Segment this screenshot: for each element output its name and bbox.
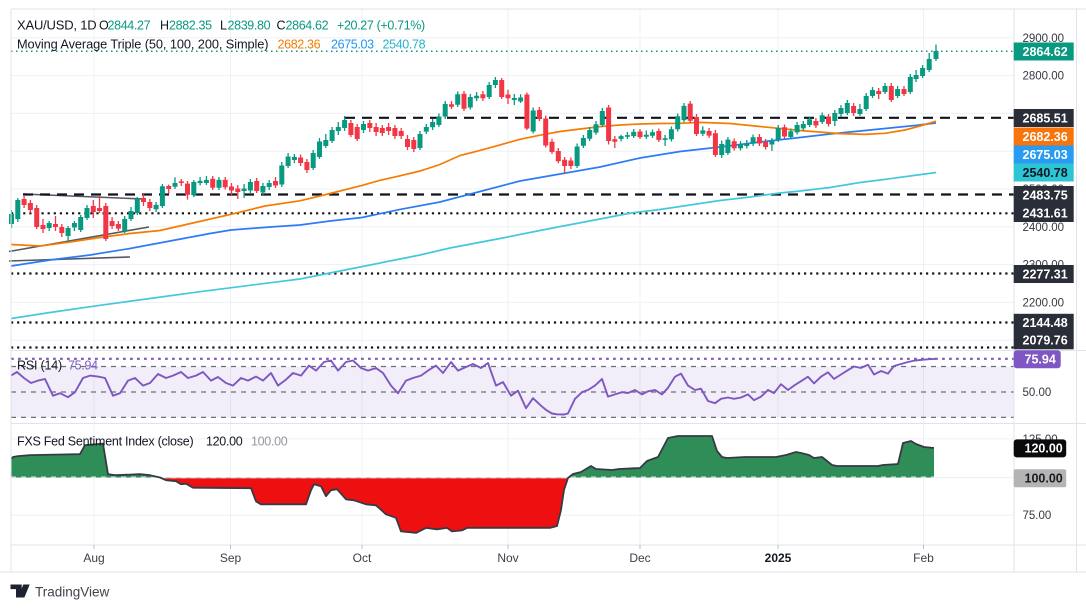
svg-text:75.94: 75.94 <box>68 359 98 373</box>
svg-text:2839.80: 2839.80 <box>228 19 271 33</box>
svg-text:2025: 2025 <box>765 551 792 565</box>
svg-text:2540.78: 2540.78 <box>383 38 426 52</box>
svg-text:2882.35: 2882.35 <box>169 19 212 33</box>
svg-text:TradingView: TradingView <box>35 585 110 600</box>
svg-text:2682.36: 2682.36 <box>278 38 321 52</box>
svg-text:2431.61: 2431.61 <box>1023 206 1068 220</box>
svg-text:2400.00: 2400.00 <box>1023 222 1065 234</box>
svg-text:Moving Average Triple (50, 100: Moving Average Triple (50, 100, 200, Sim… <box>17 37 268 52</box>
svg-text:2682.36: 2682.36 <box>1023 130 1068 144</box>
svg-text:XAU/USD, 1D: XAU/USD, 1D <box>17 18 96 33</box>
svg-text:Oct: Oct <box>353 551 372 565</box>
svg-text:+20.27 (+0.71%): +20.27 (+0.71%) <box>337 19 425 33</box>
svg-text:Aug: Aug <box>83 551 104 565</box>
svg-text:O: O <box>99 19 109 33</box>
svg-text:75.00: 75.00 <box>1023 510 1052 522</box>
svg-text:120.00: 120.00 <box>206 435 243 449</box>
svg-text:75.94: 75.94 <box>1025 353 1056 367</box>
svg-text:50.00: 50.00 <box>1023 387 1052 399</box>
svg-text:2200.00: 2200.00 <box>1023 297 1065 309</box>
svg-text:2675.03: 2675.03 <box>1023 148 1068 162</box>
svg-text:C: C <box>277 19 286 33</box>
svg-text:Dec: Dec <box>629 551 650 565</box>
svg-text:2900.00: 2900.00 <box>1023 33 1065 45</box>
svg-text:2844.27: 2844.27 <box>108 19 151 33</box>
svg-text:2864.62: 2864.62 <box>286 19 329 33</box>
svg-text:2800.00: 2800.00 <box>1023 71 1065 83</box>
svg-text:FXS Fed Sentiment Index (close: FXS Fed Sentiment Index (close) <box>17 435 193 449</box>
svg-text:2144.48: 2144.48 <box>1023 316 1068 330</box>
svg-text:2675.03: 2675.03 <box>331 38 374 52</box>
svg-text:2864.62: 2864.62 <box>1023 45 1068 59</box>
svg-text:H: H <box>160 19 169 33</box>
svg-text:Feb: Feb <box>913 551 934 565</box>
svg-text:2685.51: 2685.51 <box>1023 111 1068 125</box>
svg-text:100.00: 100.00 <box>251 435 288 449</box>
svg-text:RSI (14): RSI (14) <box>17 359 62 373</box>
svg-text:L: L <box>220 19 227 33</box>
svg-text:120.00: 120.00 <box>1025 442 1063 456</box>
svg-text:2277.31: 2277.31 <box>1023 267 1068 281</box>
svg-text:2540.78: 2540.78 <box>1023 166 1068 180</box>
svg-text:Nov: Nov <box>497 551 518 565</box>
svg-text:2483.75: 2483.75 <box>1023 188 1068 202</box>
svg-text:Sep: Sep <box>220 551 242 565</box>
svg-text:100.00: 100.00 <box>1025 472 1063 486</box>
svg-text:2079.76: 2079.76 <box>1023 334 1068 348</box>
